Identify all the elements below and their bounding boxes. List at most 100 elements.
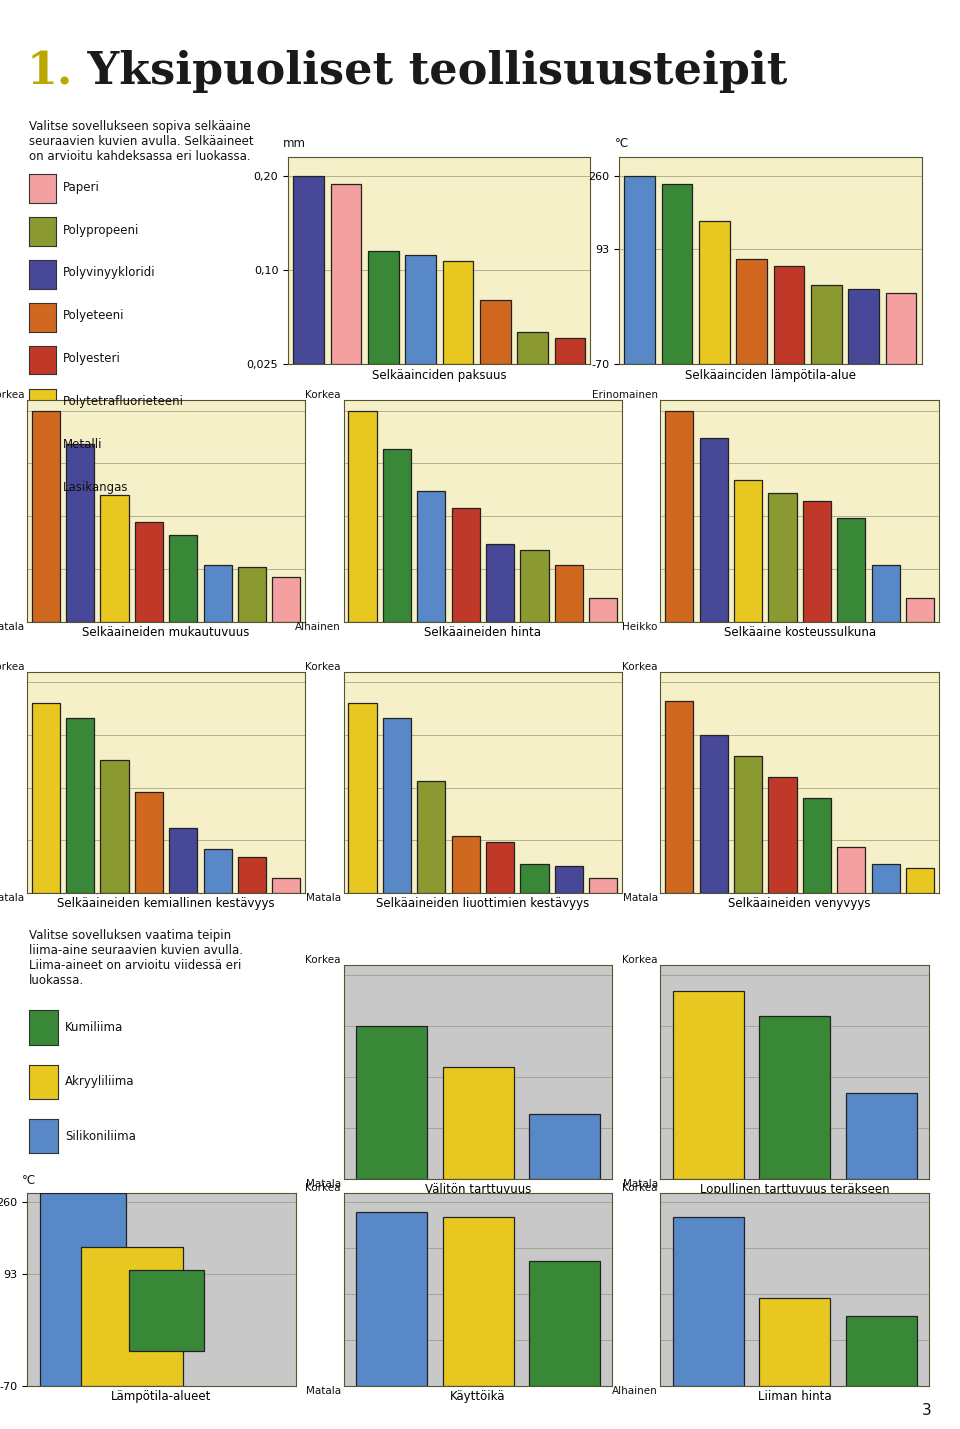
Bar [846, 1316, 917, 1386]
Bar [803, 502, 831, 622]
Bar [129, 1270, 204, 1352]
Text: Korkea: Korkea [305, 662, 341, 672]
Bar [480, 300, 511, 364]
Bar [451, 507, 480, 622]
Bar [134, 523, 163, 622]
X-axis label: Selkäaineiden venyvyys: Selkäaineiden venyvyys [729, 897, 871, 910]
Text: Korkea: Korkea [305, 390, 341, 400]
Bar [699, 221, 730, 364]
Bar [32, 703, 60, 893]
Text: Matala: Matala [306, 1179, 341, 1189]
Bar [66, 717, 94, 893]
Bar [443, 1066, 514, 1179]
Bar [418, 490, 445, 622]
Bar [589, 879, 617, 893]
Text: Valitse sovellukseen sopiva selkäaine
seuraavien kuvien avulla. Selkäaineet
on a: Valitse sovellukseen sopiva selkäaine se… [29, 120, 253, 163]
Text: Korkea: Korkea [622, 955, 658, 965]
Bar [768, 493, 797, 622]
X-axis label: Liiman hinta: Liiman hinta [758, 1390, 831, 1403]
Bar [443, 262, 473, 364]
Text: Polyvinyykloridi: Polyvinyykloridi [62, 266, 155, 280]
Bar [673, 1218, 744, 1386]
Bar [238, 857, 266, 893]
Bar [520, 863, 548, 893]
Bar [661, 183, 692, 364]
Bar [886, 293, 917, 364]
Bar [811, 286, 842, 364]
Bar [356, 1212, 427, 1386]
Bar [348, 410, 376, 622]
Bar [803, 799, 831, 893]
X-axis label: Välitön tarttuvuus: Välitön tarttuvuus [425, 1183, 531, 1196]
Bar [383, 717, 411, 893]
X-axis label: Lopullinen tarttuvuus teräkseen: Lopullinen tarttuvuus teräkseen [700, 1183, 890, 1196]
Bar [555, 866, 583, 893]
Bar [872, 564, 900, 622]
Bar [837, 519, 865, 622]
Bar [589, 599, 617, 622]
Text: Yksipuoliset teollisuusteipit: Yksipuoliset teollisuusteipit [72, 50, 787, 93]
Bar [101, 760, 129, 893]
Bar [66, 444, 94, 622]
Text: °C: °C [22, 1175, 36, 1187]
Text: mm: mm [283, 137, 306, 150]
Text: Metalli: Metalli [62, 437, 102, 452]
X-axis label: Selkäaineiden hinta: Selkäaineiden hinta [424, 626, 541, 639]
Bar [673, 992, 744, 1179]
Bar [238, 567, 266, 622]
Bar [700, 735, 728, 893]
Bar [665, 410, 693, 622]
Text: 1.: 1. [27, 50, 73, 93]
Bar [759, 1298, 830, 1386]
Text: Polyesteri: Polyesteri [62, 352, 120, 366]
Bar [443, 1218, 514, 1386]
Bar [134, 792, 163, 893]
Bar [204, 564, 231, 622]
Text: Matala: Matala [306, 1386, 341, 1396]
Text: Alhainen: Alhainen [612, 1386, 658, 1396]
Bar [169, 827, 198, 893]
Bar [418, 782, 445, 893]
Bar [356, 1026, 427, 1179]
Bar [734, 480, 762, 622]
Bar [383, 449, 411, 622]
Bar [846, 1093, 917, 1179]
Bar [665, 702, 693, 893]
Text: Korkea: Korkea [622, 662, 658, 672]
Text: Valitse sovelluksen vaatima teipin
liima-aine seuraavien kuvien avulla.
Liima-ai: Valitse sovelluksen vaatima teipin liima… [29, 929, 243, 987]
Text: Kumiliima: Kumiliima [65, 1020, 124, 1035]
Bar [368, 252, 398, 364]
Bar [405, 256, 436, 364]
Text: Silikoniliima: Silikoniliima [65, 1129, 136, 1143]
Text: Matala: Matala [0, 893, 24, 903]
X-axis label: Selkäainciden paksuus: Selkäainciden paksuus [372, 369, 507, 382]
X-axis label: Selkäaineiden mukautuvuus: Selkäaineiden mukautuvuus [83, 626, 250, 639]
Text: Alhainen: Alhainen [295, 622, 341, 632]
Bar [759, 1016, 830, 1179]
Text: Korkea: Korkea [0, 662, 24, 672]
X-axis label: Käyttöikä: Käyttöikä [450, 1390, 506, 1403]
X-axis label: Selkäaineiden kemiallinen kestävyys: Selkäaineiden kemiallinen kestävyys [58, 897, 275, 910]
Text: °C: °C [614, 137, 629, 150]
Bar [837, 847, 865, 893]
X-axis label: Lämpötila-alueet: Lämpötila-alueet [111, 1390, 211, 1403]
Text: Polyeteeni: Polyeteeni [62, 309, 124, 323]
Bar [849, 289, 879, 364]
Bar [555, 339, 586, 364]
Bar [293, 176, 324, 364]
Bar [486, 543, 515, 622]
Bar [774, 266, 804, 364]
Bar [451, 836, 480, 893]
Bar [906, 599, 934, 622]
Bar [517, 333, 548, 364]
Text: Matala: Matala [0, 622, 24, 632]
Bar [32, 410, 60, 622]
Bar [529, 1262, 600, 1386]
Text: Akryyliliima: Akryyliliima [65, 1075, 134, 1089]
Text: Polytetrafluorieteeni: Polytetrafluorieteeni [62, 394, 183, 409]
X-axis label: Selkäaineiden liuottimien kestävyys: Selkäaineiden liuottimien kestävyys [376, 897, 589, 910]
Text: Korkea: Korkea [305, 955, 341, 965]
Text: Lasikangas: Lasikangas [62, 480, 128, 494]
Bar [529, 1113, 600, 1179]
Bar [204, 849, 231, 893]
